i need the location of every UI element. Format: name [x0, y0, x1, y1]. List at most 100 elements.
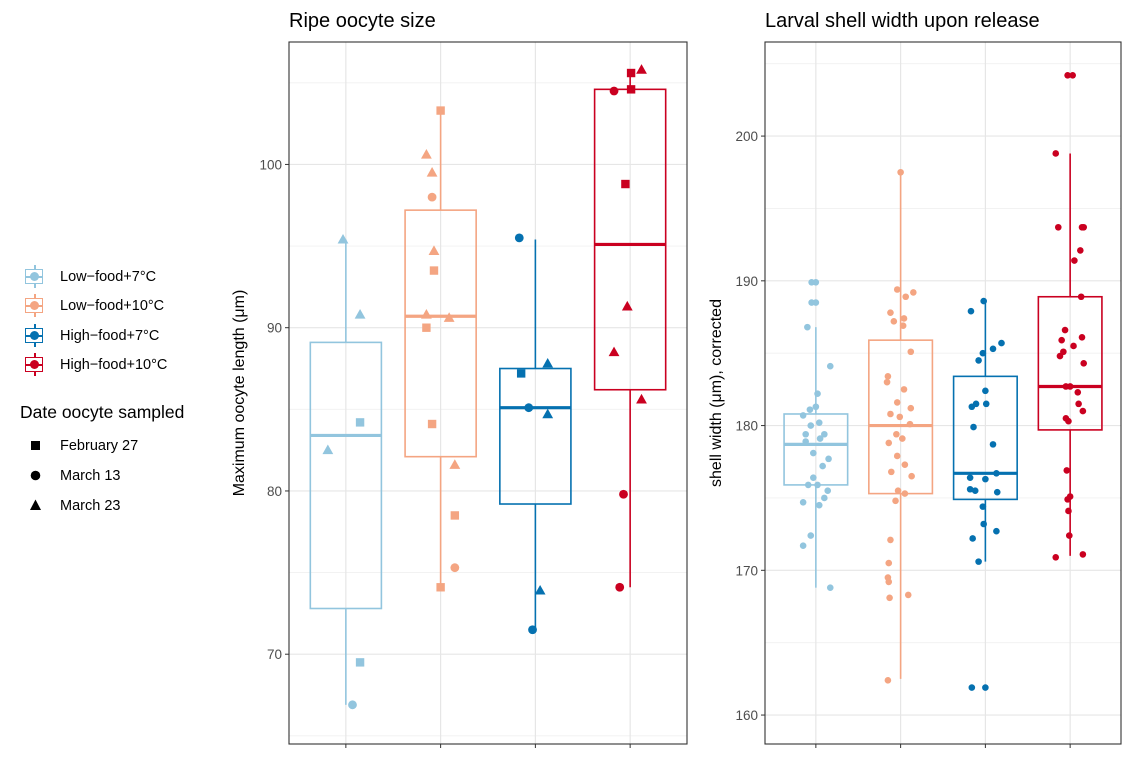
- data-point: [980, 520, 987, 528]
- box: [1037, 295, 1103, 431]
- data-point: [970, 423, 977, 431]
- data-point: [975, 558, 982, 565]
- panel-title: Ripe oocyte size: [289, 10, 436, 32]
- data-point: [443, 312, 455, 322]
- data-point: [1052, 150, 1060, 157]
- data-point: [1061, 326, 1069, 334]
- data-point: [804, 481, 812, 489]
- box: [952, 375, 1018, 501]
- data-point: [1079, 407, 1087, 415]
- data-point: [1071, 257, 1078, 264]
- data-point: [621, 300, 633, 311]
- data-point: [807, 422, 815, 429]
- y-tick-label: 190: [735, 274, 758, 289]
- data-point: [900, 386, 908, 393]
- legend-key: [24, 294, 54, 318]
- legend-item: Low−food+10°C: [20, 292, 220, 322]
- data-point: [1070, 342, 1077, 350]
- panel-border: [764, 41, 1122, 745]
- box: [499, 367, 572, 505]
- shape-legend-item: March 23: [20, 491, 220, 521]
- shape-legend-label: March 13: [60, 468, 121, 484]
- box: [404, 209, 477, 458]
- data-point: [429, 266, 439, 275]
- data-point: [355, 658, 365, 667]
- data-point: [892, 497, 899, 505]
- data-point: [626, 68, 636, 78]
- data-point: [887, 536, 894, 544]
- data-point: [799, 498, 807, 506]
- data-point: [1080, 360, 1088, 367]
- data-point: [896, 413, 904, 421]
- data-point: [516, 369, 526, 378]
- legend-key: [24, 353, 54, 377]
- data-point: [894, 487, 902, 495]
- data-point: [619, 489, 628, 499]
- square-icon: [31, 441, 40, 450]
- data-point: [885, 559, 893, 567]
- shape-legend-label: March 23: [60, 498, 121, 514]
- data-point: [982, 475, 989, 483]
- data-point: [1063, 467, 1071, 474]
- data-point: [814, 481, 821, 489]
- y-axis: 70 80 90 100: [259, 157, 631, 748]
- y-tick-label: 180: [735, 419, 758, 434]
- data-point: [1064, 71, 1071, 79]
- y-axis: 160 170 180 190 200: [735, 129, 1071, 748]
- data-point: [542, 358, 554, 368]
- data-point: [1069, 71, 1076, 79]
- data-point: [885, 578, 893, 586]
- legend-key: [24, 323, 54, 348]
- data-point: [815, 501, 823, 509]
- data-point: [883, 378, 891, 386]
- y-tick-label: 170: [735, 563, 758, 578]
- data-point: [902, 293, 910, 301]
- data-point: [1056, 352, 1064, 360]
- legend-label: High−food+7°C: [60, 327, 160, 344]
- data-point: [524, 403, 534, 413]
- data-point: [826, 362, 834, 370]
- shape-legend-item: March 13: [20, 461, 220, 491]
- data-point: [900, 315, 908, 322]
- data-point: [901, 461, 909, 468]
- data-point: [354, 309, 366, 319]
- panel-title: Larval shell width upon release: [765, 10, 1040, 32]
- data-point: [971, 487, 979, 495]
- data-point: [887, 468, 895, 476]
- data-point: [322, 444, 334, 455]
- y-tick-label: 100: [259, 157, 282, 172]
- data-point: [816, 435, 824, 442]
- data-point: [427, 192, 437, 202]
- legend-label: High−food+10°C: [60, 357, 168, 374]
- data-point: [436, 583, 445, 592]
- group-legend: Low−food+7°C Low−food+10°C High−food+7°C…: [20, 262, 220, 380]
- circle-icon: [30, 470, 41, 481]
- points: [322, 64, 647, 710]
- data-point: [890, 318, 898, 325]
- data-point: [993, 470, 1000, 477]
- data-point: [421, 309, 432, 319]
- data-point: [821, 430, 828, 438]
- legend-item: High−food+10°C: [20, 351, 220, 381]
- legend-key: [24, 264, 54, 289]
- data-point: [980, 297, 987, 305]
- data-point: [348, 700, 357, 710]
- data-point: [802, 430, 809, 438]
- data-point: [810, 474, 817, 481]
- data-point: [908, 472, 915, 480]
- y-tick-label: 90: [267, 321, 282, 336]
- data-point: [897, 168, 904, 176]
- data-point: [998, 339, 1005, 347]
- data-point: [893, 399, 901, 406]
- data-point: [887, 410, 894, 418]
- data-point: [1079, 551, 1087, 558]
- data-point: [422, 323, 431, 332]
- data-point: [901, 490, 909, 497]
- data-point: [975, 357, 982, 364]
- data-point: [1078, 333, 1086, 341]
- box: [309, 341, 383, 610]
- panel-border: [288, 41, 688, 745]
- data-point: [609, 86, 619, 96]
- data-point: [968, 403, 976, 411]
- data-point: [904, 591, 912, 599]
